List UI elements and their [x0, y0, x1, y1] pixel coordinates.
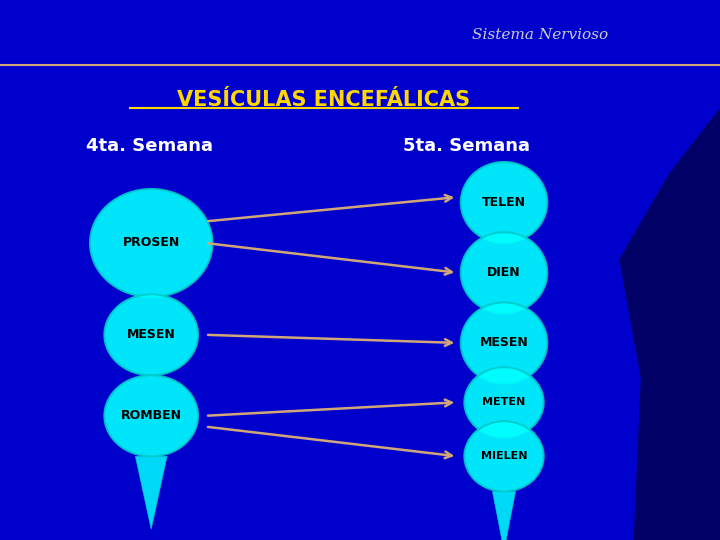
Text: MESEN: MESEN [480, 336, 528, 349]
Text: 5ta. Semana: 5ta. Semana [403, 137, 530, 155]
Text: VESÍCULAS ENCEFÁLICAS: VESÍCULAS ENCEFÁLICAS [177, 90, 471, 110]
Text: PROSEN: PROSEN [122, 237, 180, 249]
Text: MIELEN: MIELEN [481, 451, 527, 461]
Ellipse shape [461, 302, 547, 383]
Polygon shape [492, 491, 516, 540]
Polygon shape [135, 456, 167, 529]
Text: METEN: METEN [482, 397, 526, 407]
Ellipse shape [90, 189, 212, 297]
Ellipse shape [461, 232, 547, 313]
Ellipse shape [464, 421, 544, 491]
Text: MESEN: MESEN [127, 328, 176, 341]
Polygon shape [619, 108, 720, 540]
Text: DIEN: DIEN [487, 266, 521, 279]
Text: Sistema Nervioso: Sistema Nervioso [472, 28, 608, 42]
Ellipse shape [104, 375, 198, 456]
Text: 4ta. Semana: 4ta. Semana [86, 137, 213, 155]
Ellipse shape [461, 162, 547, 243]
Ellipse shape [104, 294, 198, 375]
Text: TELEN: TELEN [482, 196, 526, 209]
Text: ROMBEN: ROMBEN [121, 409, 181, 422]
Ellipse shape [464, 367, 544, 437]
